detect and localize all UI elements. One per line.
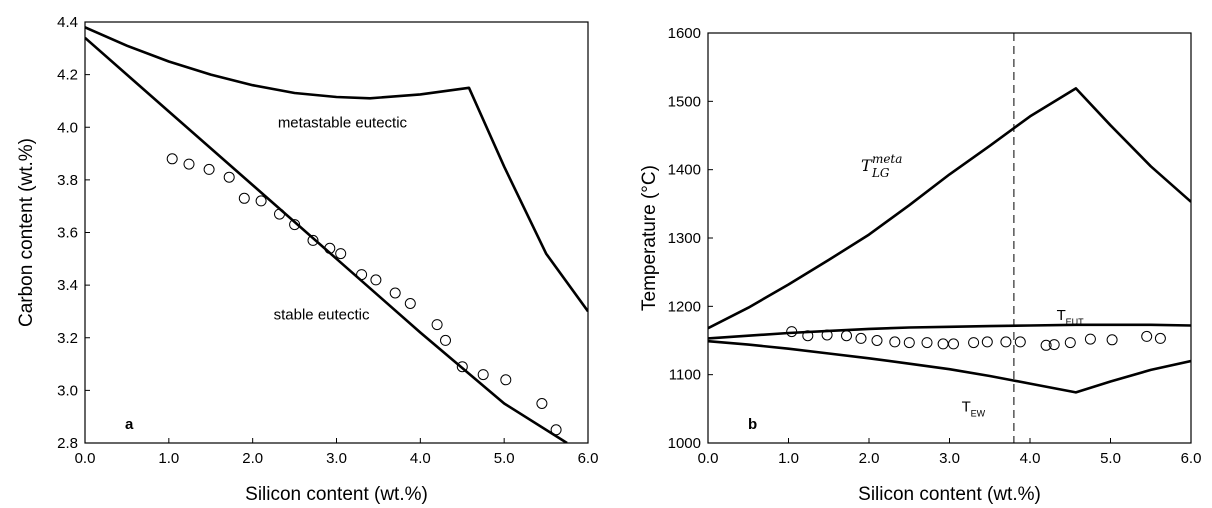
chart-b-data-point [855, 332, 867, 344]
chart-b-x-tick-label: 3.0 [939, 450, 960, 467]
chart-b-data-point [1000, 336, 1012, 348]
chart-b-y-tick-label: 1100 [669, 367, 701, 384]
chart-a-data-point [238, 192, 250, 204]
chart-b-x-tick-label: 0.0 [698, 450, 719, 467]
chart-a-annotation-stable-eutectic: stable eutectic [274, 306, 370, 323]
chart-b-annotation-lg-meta: T [861, 156, 873, 175]
chart-a-data-point [324, 242, 336, 254]
chart-b-data-point [1084, 333, 1096, 345]
chart-a-data-point [289, 219, 301, 231]
chart-b-y-axis-title: Temperature (°C) [639, 165, 660, 311]
chart-b-y-tick-label: 1400 [668, 162, 701, 179]
chart-b-data-point [948, 338, 959, 350]
chart-a-x-tick-label: 5.0 [494, 450, 515, 467]
chart-a-data-point [370, 274, 382, 286]
chart-b-annotation-subscript: EW [971, 409, 986, 419]
chart-panel-b: 0.0 1.0 2.0 3.0 4.0 5.0 6.0 1000 1100 1200 1300 140… [639, 25, 1201, 505]
chart-b-x-tick-label: 5.0 [1100, 450, 1121, 467]
chart-a-x-axis-title: Silicon content (wt.%) [245, 484, 428, 505]
chart-b-data-point [889, 336, 901, 348]
chart-a-data-point [440, 334, 451, 346]
chart-b-data-point [981, 336, 993, 348]
chart-a-y-tick-label: 3.8 [57, 172, 78, 189]
chart-a-panel-letter: a [125, 416, 134, 433]
chart-b-data-point [821, 329, 833, 341]
chart-b-data-point [903, 337, 915, 349]
chart-b-data-point [968, 337, 980, 349]
chart-a-y-tick-label: 4.4 [57, 14, 78, 31]
chart-b-plot-frame [707, 32, 1192, 444]
chart-b-x-axis-title: Silicon content (wt.%) [858, 484, 1041, 505]
chart-a-series-line-stable-eutectic [85, 36, 568, 443]
chart-b-x-tick-label: 1.0 [778, 450, 799, 467]
chart-a-x-tick-label: 2.0 [242, 450, 263, 467]
chart-a-data-point [404, 298, 416, 309]
chart-a-y-tick-label: 2.8 [57, 435, 78, 452]
chart-b-data-point [786, 326, 798, 338]
chart-b-y-tick-label: 1000 [668, 435, 701, 452]
chart-b-x-tick-label: 4.0 [1020, 450, 1041, 467]
chart-a-data-point [456, 361, 468, 373]
chart-a-data-point [536, 398, 548, 409]
chart-a-y-tick-label: 3.4 [57, 277, 78, 294]
chart-a-data-point [307, 234, 319, 246]
chart-a-data-point [335, 248, 347, 260]
chart-a-y-tick-label: 3.6 [57, 225, 78, 242]
chart-b-data-point [871, 335, 883, 346]
chart-b-annotation-t-eut: T [1057, 307, 1066, 324]
chart-b-series-line-t-eut [708, 323, 1191, 340]
chart-b-panel-letter: b [748, 416, 757, 433]
chart-b-data-point [937, 338, 949, 350]
chart-b-y-tick-label: 1200 [668, 298, 701, 315]
chart-a-data-point [431, 319, 443, 331]
chart-a-y-tick-label: 4.2 [57, 67, 78, 84]
chart-a-plot-frame [84, 21, 589, 444]
chart-b-data-point [841, 330, 852, 342]
chart-a-x-tick-label: 1.0 [158, 450, 179, 467]
chart-a-data-point [183, 158, 195, 170]
chart-b-data-point [1048, 339, 1060, 351]
chart-b-annotation-t-ew: T [962, 399, 971, 416]
chart-b-y-tick-label: 1300 [668, 230, 701, 247]
chart-b-data-point [1014, 336, 1026, 348]
chart-b-data-point [1106, 334, 1118, 346]
chart-b-annotation-subscript: EUT [1066, 317, 1085, 327]
chart-b-annotation-subscript: LG [871, 166, 890, 180]
chart-b-data-point [1064, 337, 1076, 349]
chart-a-x-tick-label: 4.0 [410, 450, 431, 467]
chart-a-y-tick-label: 3.2 [57, 330, 78, 347]
chart-b-data-point [1141, 330, 1153, 342]
chart-a-data-point [274, 208, 285, 220]
chart-b-data-point [802, 330, 814, 342]
chart-a-x-tick-label: 6.0 [578, 450, 599, 467]
chart-a-data-point [203, 163, 215, 175]
chart-a-data-point [356, 269, 368, 281]
chart-a-data-point [550, 424, 562, 436]
chart-a-x-tick-label: 0.0 [75, 450, 96, 467]
chart-b-y-tick-label: 1600 [668, 25, 701, 42]
chart-b-data-point [921, 337, 933, 349]
chart-b-x-tick-label: 2.0 [859, 450, 880, 467]
chart-b-data-point [1154, 332, 1166, 344]
chart-a-y-tick-label: 3.0 [57, 382, 78, 399]
chart-b-annotation-superscript: meta [872, 152, 902, 166]
chart-b-data-point [1040, 339, 1052, 351]
chart-b-series-line-t-lg-meta [708, 87, 1191, 330]
chart-b-x-tick-label: 6.0 [1181, 450, 1202, 467]
chart-a-y-axis-title: Carbon content (wt.%) [16, 138, 37, 327]
chart-panel-a: 0.0 1.0 2.0 3.0 4.0 5.0 6.0 2.8 3.0 3.2 3.4 3.6 3.8 4… [16, 14, 598, 505]
chart-a-x-tick-label: 3.0 [326, 450, 347, 467]
chart-a-data-point [500, 374, 512, 386]
chart-a-data-point [223, 171, 235, 183]
chart-a-y-tick-label: 4.0 [57, 119, 78, 136]
chart-a-annotation-metastable-eutectic: metastable eutectic [278, 114, 408, 131]
chart-b-y-tick-label: 1500 [668, 93, 701, 110]
chart-a-data-point [389, 287, 401, 299]
chart-b-series-line-t-ew [708, 339, 1191, 394]
chart-a-data-point [166, 153, 178, 165]
chart-a-data-point [255, 195, 267, 207]
chart-a-series-line-metastable-eutectic [85, 26, 588, 313]
chart-a-data-point [477, 369, 489, 381]
